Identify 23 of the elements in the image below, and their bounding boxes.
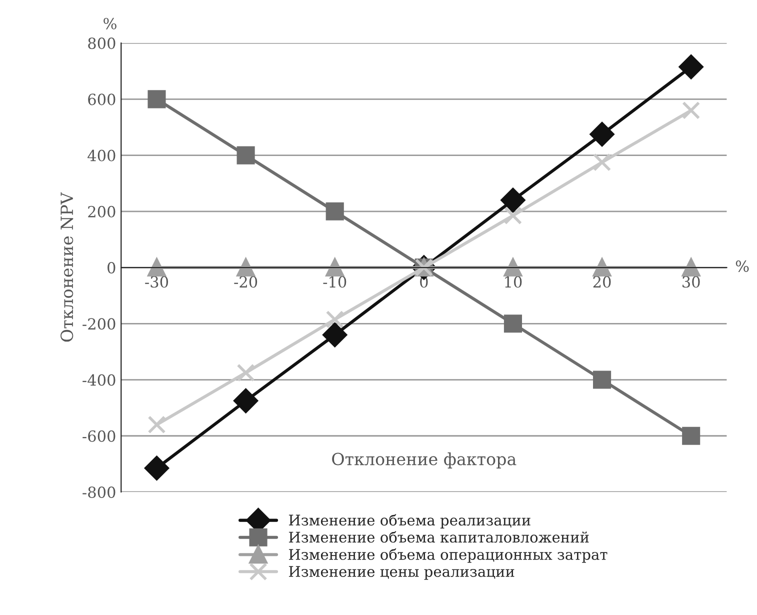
- x-tick-label: 30: [682, 276, 700, 288]
- y-tick-label: 600: [88, 94, 116, 106]
- legend-label: Изменение объема капиталовложений: [288, 531, 589, 543]
- x-tick-label: 20: [593, 276, 611, 288]
- legend-label: Изменение объема реализации: [288, 514, 530, 528]
- text: %: [736, 260, 749, 272]
- y-tick-label: -600: [82, 430, 116, 442]
- y-tick-label: 200: [88, 206, 116, 218]
- x-axis-title: Отклонение фактора: [332, 452, 516, 469]
- y-tick-label: -200: [82, 318, 116, 330]
- x-tick-label: 10: [505, 276, 522, 288]
- text: %: [104, 18, 116, 30]
- y-axis-title: Отклонение NPV: [60, 192, 74, 342]
- y-tick-label: 0: [108, 262, 116, 274]
- y-tick-label: -800: [82, 486, 116, 498]
- legend-label: Изменение цены реализации: [288, 566, 514, 580]
- x-tick-label: -30: [145, 276, 168, 288]
- x-tick-label: -10: [323, 276, 346, 288]
- y-tick-label: -400: [82, 374, 116, 386]
- y-tick-label: 800: [88, 38, 116, 50]
- y-tick-label: 400: [88, 150, 116, 162]
- legend-label: Изменение объема операционных затрат: [288, 548, 608, 563]
- x-tick-label: -20: [234, 276, 258, 288]
